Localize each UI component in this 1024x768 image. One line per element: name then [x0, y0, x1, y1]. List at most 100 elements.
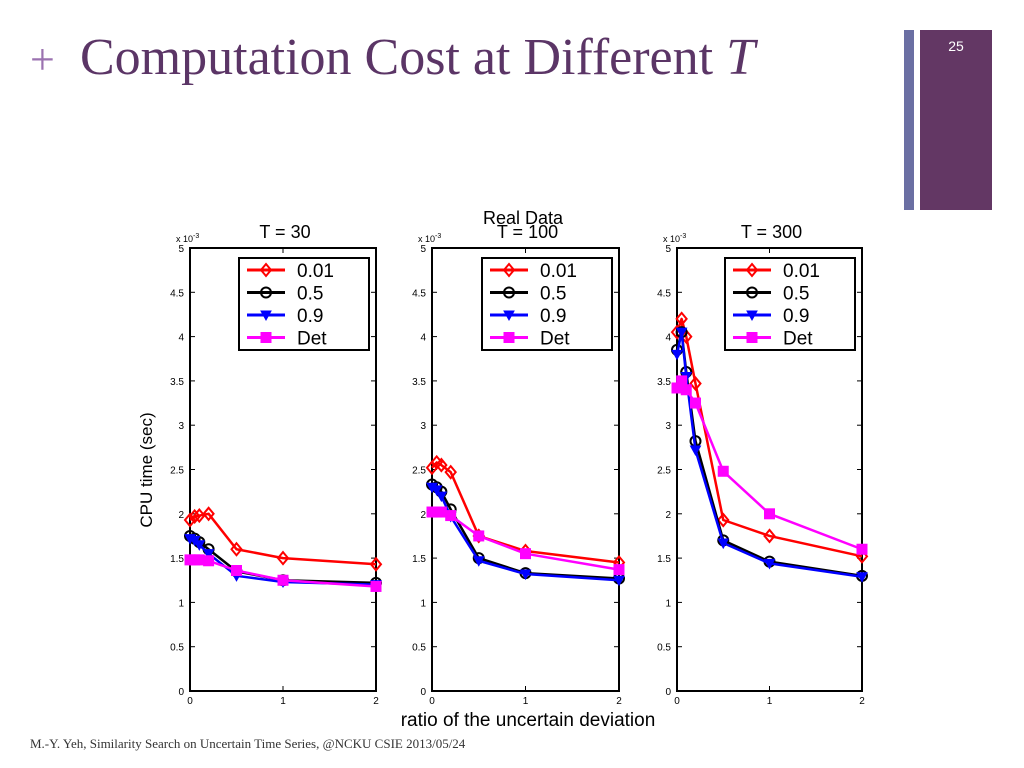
panel-title: T = 300 [741, 222, 802, 242]
axis-exponent-power: -3 [680, 233, 686, 240]
legend-marker [260, 332, 272, 343]
accent-bar [920, 30, 992, 210]
legend-marker [746, 286, 758, 299]
chart-panel-2: 0 0.5 1 1.5 2 2.5 3 3.5 4 4.5 5 0 1 2 x 10-3 T = 100 0.0… [412, 222, 626, 707]
data-point [472, 556, 485, 567]
x-tick-label: 1 [523, 696, 529, 707]
legend-label: 0.01 [540, 261, 577, 282]
y-tick-label: 3.5 [657, 377, 671, 388]
legend-label: Det [297, 329, 327, 350]
data-point [435, 491, 448, 503]
legend-marker [746, 332, 758, 343]
plus-icon: + [30, 35, 55, 84]
data-point [764, 508, 775, 520]
data-point [202, 549, 215, 560]
data-point [613, 575, 625, 587]
legend-label: 0.5 [540, 284, 566, 305]
data-point [763, 528, 776, 544]
data-point [716, 512, 730, 528]
data-point [671, 349, 683, 361]
y-axis-label: CPU time (sec) [137, 412, 156, 527]
y-tick-label: 0.5 [170, 643, 184, 654]
data-point [435, 506, 447, 518]
data-point [675, 327, 688, 339]
legend-label: 0.5 [297, 284, 323, 305]
y-tick-label: 2.5 [170, 466, 184, 477]
y-tick-label: 1.5 [170, 554, 184, 565]
panel-title: T = 100 [497, 222, 558, 242]
x-tick-label: 1 [767, 696, 773, 707]
data-point [856, 572, 868, 583]
data-point [613, 564, 625, 576]
data-point [690, 397, 701, 409]
y-tick-label: 4.5 [657, 288, 671, 299]
legend-label: 0.9 [783, 306, 809, 327]
x-tick-label: 2 [859, 696, 865, 707]
y-tick-label: 4.5 [170, 288, 184, 299]
x-axis-label: ratio of the uncertain deviation [401, 710, 656, 731]
data-point [763, 558, 776, 570]
data-point [856, 543, 868, 555]
y-tick-label: 4.5 [412, 288, 426, 299]
data-point [520, 548, 531, 560]
data-point [435, 457, 448, 473]
y-tick-label: 3.5 [170, 377, 184, 388]
y-tick-label: 1.5 [657, 554, 671, 565]
y-tick-label: 0.5 [657, 643, 671, 654]
legend-marker [260, 310, 272, 322]
y-tick-label: 1 [665, 598, 671, 609]
legend-marker [503, 310, 515, 322]
x-tick-label: 0 [429, 696, 435, 707]
series-line [675, 317, 863, 558]
figure-suptitle: Real Data [483, 208, 564, 228]
axis-exponent: x 10-3 [663, 233, 686, 244]
x-tick-label: 0 [674, 696, 680, 707]
y-tick-label: 5 [665, 244, 671, 255]
data-point [519, 569, 532, 581]
axis-exponent: x 10-3 [418, 233, 441, 244]
y-tick-label: 0 [420, 687, 426, 698]
y-tick-label: 5 [420, 244, 426, 255]
legend-marker [745, 262, 759, 278]
data-point [277, 574, 289, 586]
slide-title-variable: T [726, 29, 755, 86]
slide-number: 25 [948, 38, 964, 54]
data-point [203, 555, 215, 567]
legend-label: 0.9 [297, 306, 323, 327]
data-point [680, 384, 692, 396]
accent-bar-thin [904, 30, 914, 210]
slide-title-text: Computation Cost at Different [80, 29, 714, 86]
y-tick-label: 1.5 [412, 554, 426, 565]
legend-label: 0.5 [783, 284, 809, 305]
legend-label: 0.01 [297, 261, 334, 282]
legend-label: 0.01 [783, 261, 820, 282]
x-tick-label: 2 [373, 696, 379, 707]
legend-marker [503, 286, 515, 299]
y-tick-label: 0 [665, 687, 671, 698]
data-point [445, 510, 457, 522]
data-point [444, 464, 458, 480]
legend-label: Det [783, 329, 813, 350]
y-tick-label: 3.5 [412, 377, 426, 388]
x-tick-label: 0 [187, 696, 193, 707]
data-point [202, 506, 215, 522]
data-point [430, 485, 443, 496]
legend-marker [503, 332, 515, 343]
y-tick-label: 2 [178, 510, 184, 521]
y-tick-label: 4 [178, 333, 184, 344]
legend-label: Det [540, 329, 570, 350]
chart-panel-1: 0 0.5 1 1.5 2 2.5 3 3.5 4 4.5 5 0 1 2 x 10-3 T = 30 0.01… [170, 222, 383, 707]
y-tick-label: 5 [178, 244, 184, 255]
data-point [188, 508, 201, 525]
y-tick-label: 0 [178, 687, 184, 698]
data-point [675, 311, 688, 327]
data-point [370, 580, 382, 592]
x-tick-label: 1 [280, 696, 286, 707]
data-point [183, 512, 197, 528]
legend-label: 0.9 [540, 306, 566, 327]
data-point [231, 565, 242, 577]
data-point [369, 556, 383, 572]
data-point [717, 538, 730, 550]
legend-marker [259, 262, 273, 278]
